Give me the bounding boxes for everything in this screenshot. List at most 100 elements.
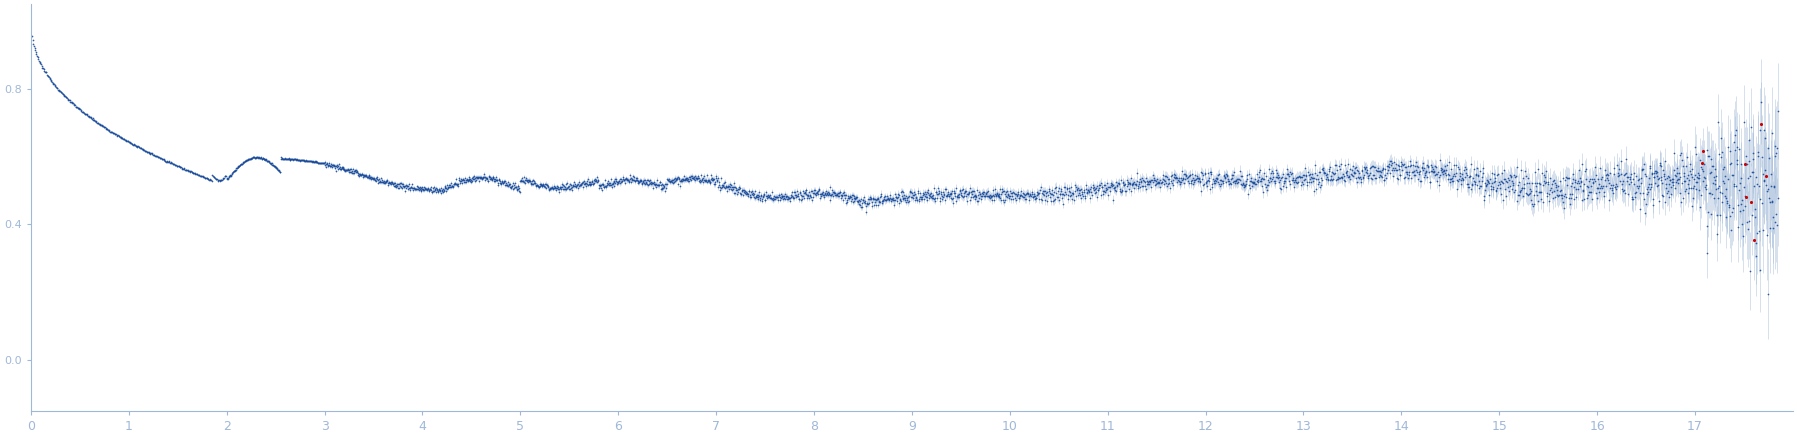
- Point: [1592, 174, 1621, 181]
- Point: [755, 194, 783, 201]
- Point: [602, 175, 631, 182]
- Point: [1551, 173, 1580, 180]
- Point: [1747, 195, 1775, 202]
- Point: [683, 175, 712, 182]
- Point: [891, 196, 920, 203]
- Point: [740, 188, 769, 195]
- Point: [943, 193, 972, 200]
- Point: [1380, 158, 1409, 165]
- Point: [59, 100, 88, 107]
- Point: [1346, 173, 1375, 180]
- Point: [1362, 167, 1391, 174]
- Point: [600, 180, 629, 187]
- Point: [712, 183, 740, 190]
- Point: [70, 110, 99, 117]
- Point: [498, 180, 527, 187]
- Point: [819, 190, 848, 197]
- Point: [298, 159, 327, 166]
- Point: [291, 157, 320, 164]
- Point: [924, 185, 952, 192]
- Point: [525, 184, 553, 191]
- Point: [368, 178, 397, 185]
- Point: [1263, 174, 1292, 181]
- Point: [611, 175, 640, 182]
- Point: [352, 173, 381, 180]
- Point: [1287, 174, 1315, 181]
- Point: [854, 195, 882, 202]
- Point: [144, 153, 173, 160]
- Point: [1125, 179, 1154, 186]
- Point: [23, 54, 52, 61]
- Point: [552, 181, 580, 188]
- Point: [636, 181, 665, 188]
- Point: [861, 197, 890, 204]
- Point: [410, 186, 438, 193]
- Point: [129, 146, 158, 153]
- Point: [1008, 190, 1037, 197]
- Point: [694, 177, 722, 184]
- Point: [1445, 172, 1474, 179]
- Point: [469, 174, 498, 181]
- Point: [708, 181, 737, 188]
- Point: [1188, 176, 1217, 183]
- Point: [983, 189, 1012, 196]
- Point: [385, 184, 413, 191]
- Point: [489, 180, 518, 187]
- Point: [1493, 174, 1522, 181]
- Point: [183, 172, 212, 179]
- Point: [1456, 173, 1484, 180]
- Point: [1332, 162, 1360, 169]
- Point: [1351, 164, 1380, 171]
- Point: [1060, 187, 1089, 194]
- Point: [1245, 173, 1274, 180]
- Point: [142, 153, 171, 160]
- Point: [1484, 182, 1513, 189]
- Point: [1391, 168, 1420, 175]
- Point: [1540, 187, 1569, 194]
- Point: [1209, 171, 1238, 178]
- Point: [1477, 180, 1506, 187]
- Point: [997, 195, 1026, 202]
- Point: [521, 180, 550, 187]
- Point: [433, 184, 462, 191]
- Point: [1231, 180, 1260, 187]
- Point: [821, 192, 850, 199]
- Point: [1093, 180, 1121, 187]
- Point: [1394, 174, 1423, 181]
- Point: [465, 173, 494, 180]
- Point: [1470, 196, 1499, 203]
- Point: [929, 191, 958, 198]
- Point: [316, 163, 345, 170]
- Point: [383, 183, 412, 190]
- Point: [988, 185, 1017, 192]
- Point: [1057, 188, 1085, 195]
- Point: [1220, 177, 1249, 184]
- Point: [677, 176, 706, 183]
- Point: [1466, 183, 1495, 190]
- Point: [1062, 192, 1091, 199]
- Point: [1285, 174, 1314, 181]
- Point: [1734, 217, 1763, 224]
- Point: [1179, 174, 1208, 181]
- Point: [609, 177, 638, 184]
- Point: [1666, 198, 1695, 205]
- Point: [963, 198, 992, 205]
- Point: [1587, 185, 1616, 192]
- Point: [987, 197, 1015, 204]
- Point: [1450, 173, 1479, 180]
- Point: [1644, 176, 1673, 183]
- Point: [1536, 187, 1565, 194]
- Point: [1488, 180, 1517, 187]
- Point: [1682, 178, 1711, 185]
- Point: [131, 148, 160, 155]
- Point: [1502, 173, 1531, 180]
- Point: [1526, 188, 1554, 195]
- Point: [363, 176, 392, 183]
- Point: [1251, 173, 1279, 180]
- Point: [451, 174, 480, 181]
- Point: [1238, 183, 1267, 190]
- Point: [1677, 160, 1705, 167]
- Point: [954, 191, 983, 198]
- Point: [1319, 175, 1348, 182]
- Point: [792, 192, 821, 199]
